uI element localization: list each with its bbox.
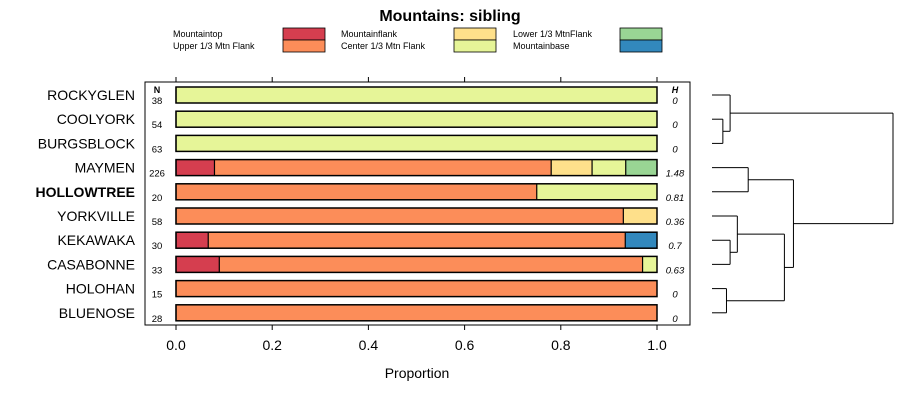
category-label: YORKVILLE (57, 208, 135, 224)
bar-segment (625, 232, 657, 249)
h-value: 0 (672, 290, 678, 301)
x-axis-label: Proportion (385, 365, 450, 381)
bar-outline (175, 207, 658, 225)
bar-segment (214, 159, 552, 176)
legend: Mountaintop Upper 1/3 Mtn Flank Mountainfl… (173, 27, 663, 53)
bar-segment (176, 135, 657, 152)
category-label: BURGSBLOCK (38, 135, 136, 151)
bar-segment (592, 159, 626, 176)
bar-outline (175, 183, 658, 201)
h-value: 0.81 (666, 193, 685, 204)
bar-segment (176, 256, 220, 273)
x-tick-label: 0.8 (551, 337, 571, 353)
n-value: 28 (152, 314, 163, 325)
bar-segment (642, 256, 657, 273)
legend-swatch (619, 39, 663, 53)
bar-segment (623, 208, 657, 224)
n-value: 15 (152, 290, 163, 301)
legend-swatch (282, 27, 326, 41)
bar-outline (175, 110, 658, 128)
bar-outline (175, 86, 658, 104)
n-header: N (154, 85, 161, 95)
bar-segment (176, 159, 215, 176)
x-tick-label: 0.6 (455, 337, 475, 353)
h-value: 0.36 (666, 217, 685, 228)
x-tick-label: 0.0 (166, 337, 186, 353)
legend-label: Upper 1/3 Mtn Flank (173, 41, 255, 51)
h-value: 0 (672, 314, 678, 325)
category-label: COOLYORK (57, 111, 136, 127)
bar-outline (175, 158, 658, 177)
category-label: HOLLOWTREE (35, 184, 135, 200)
h-header: H (672, 85, 679, 95)
h-value: 0 (672, 120, 678, 131)
h-value: 0.7 (668, 241, 682, 252)
h-value: 0.63 (666, 265, 685, 276)
category-label: CASABONNE (47, 256, 135, 272)
bar-outline (175, 279, 658, 298)
bar-segment (176, 304, 657, 321)
bar-segment (176, 111, 657, 128)
n-value: 33 (152, 265, 163, 276)
legend-swatch (619, 27, 663, 41)
plot-frame (144, 81, 691, 326)
category-label: ROCKYGLEN (47, 87, 135, 103)
x-tick-label: 0.2 (262, 337, 282, 353)
category-label: HOLOHAN (66, 281, 135, 297)
bar-outline (175, 304, 658, 322)
legend-swatch (282, 39, 326, 53)
bar-segment (551, 159, 593, 176)
dendrogram (712, 94, 894, 314)
bar-outline (175, 231, 658, 249)
bar-segment (625, 159, 657, 176)
legend-label: Mountaintop (173, 29, 223, 39)
category-labels: ROCKYGLEN COOLYORK BURGSBLOCK MAYMEN HOLLOWT… (35, 87, 135, 321)
bar-segment (176, 87, 657, 103)
n-labels: 38 54 63 226 20 58 30 33 15 28 (149, 96, 165, 325)
bar-segment (176, 232, 209, 249)
bar-segment (219, 256, 643, 273)
bars-group (175, 86, 658, 322)
category-label: BLUENOSE (59, 305, 135, 321)
legend-swatch (453, 27, 497, 41)
n-value: 38 (152, 96, 163, 107)
bar-outline (175, 255, 658, 274)
h-labels: 0 0 0 1.48 0.81 0.36 0.7 0.63 0 0 (666, 96, 685, 325)
category-label: KEKAWAKA (57, 232, 135, 248)
bar-segment (176, 208, 624, 224)
n-value: 30 (152, 241, 163, 252)
h-value: 0 (672, 144, 678, 155)
legend-swatch (453, 39, 497, 53)
chart-title: Mountains: sibling (379, 8, 520, 25)
n-value: 58 (152, 217, 163, 228)
bar-segment (176, 183, 537, 200)
bar-segment (176, 280, 657, 297)
bar-segment (536, 183, 657, 200)
bar-outline (175, 134, 658, 153)
legend-label: Center 1/3 Mtn Flank (341, 41, 426, 51)
legend-label: Mountainbase (513, 41, 570, 51)
n-value: 54 (152, 120, 163, 131)
x-axis: 0.0 0.2 0.4 0.6 0.8 1.0 (166, 77, 667, 353)
x-tick-label: 1.0 (647, 337, 667, 353)
bar-segment (208, 232, 626, 249)
n-value: 226 (149, 169, 165, 180)
n-value: 20 (152, 193, 163, 204)
category-label: MAYMEN (75, 160, 135, 176)
legend-label: Mountainflank (341, 29, 398, 39)
n-value: 63 (152, 144, 163, 155)
h-value: 1.48 (666, 169, 685, 180)
legend-label: Lower 1/3 MtnFlank (513, 29, 593, 39)
h-value: 0 (672, 96, 678, 107)
x-tick-label: 0.4 (359, 337, 379, 353)
